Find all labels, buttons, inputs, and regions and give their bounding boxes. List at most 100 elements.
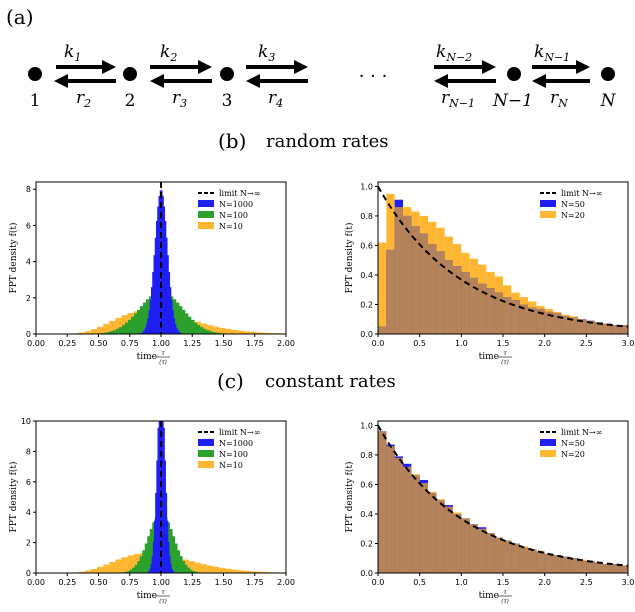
- bar-n-100: [179, 306, 183, 334]
- bar-n-100: [194, 322, 198, 334]
- bar-n-1000: [157, 206, 159, 334]
- bar-n-100: [209, 331, 213, 334]
- bar-overlap: [469, 524, 478, 573]
- x-tick-label: 1.00: [152, 578, 170, 587]
- bar-overlap: [378, 431, 387, 573]
- bar-n-100: [119, 327, 123, 334]
- bar-overlap: [419, 482, 428, 573]
- x-axis-fraction-denominator: ⟨τ⟩: [501, 598, 509, 605]
- bar-overlap: [503, 297, 512, 334]
- bar-overlap: [561, 316, 570, 334]
- x-axis-fraction-denominator: ⟨τ⟩: [159, 598, 167, 605]
- bar-overlap: [436, 251, 445, 334]
- x-tick-label: 0.25: [58, 578, 76, 587]
- bar-overlap: [461, 272, 470, 334]
- bar-n-10: [121, 315, 128, 334]
- bar-n-1000: [148, 571, 150, 573]
- bar-n-10: [261, 571, 269, 573]
- bar-n-10: [97, 566, 104, 573]
- rate-r3: r3: [172, 88, 187, 110]
- y-tick-label: 10: [21, 417, 31, 426]
- bar-overlap: [603, 564, 612, 573]
- rate-k2: k2: [160, 42, 177, 64]
- x-axis-fraction-numerator: τ: [161, 589, 165, 596]
- bar-n-1000: [141, 332, 143, 334]
- plot-area: [378, 185, 628, 334]
- bar-overlap: [519, 304, 528, 334]
- bar-overlap: [578, 319, 587, 334]
- bar-n-1000: [172, 571, 175, 573]
- bar-n-100: [132, 567, 136, 573]
- bar-overlap: [394, 457, 403, 573]
- bar-overlap: [403, 215, 412, 334]
- forward-arrow-2: [150, 60, 212, 74]
- x-tick-label: 0.0: [372, 578, 385, 587]
- bar-n-10: [206, 565, 214, 573]
- bar-overlap: [378, 326, 387, 334]
- plot-area: [378, 424, 628, 573]
- bar-n-100: [169, 528, 173, 573]
- x-tick-label: 2.0: [538, 578, 551, 587]
- reaction-chain-diagram: 1 2 3 N−1 N · · ·: [28, 42, 617, 111]
- bar-n-1000: [168, 541, 170, 573]
- y-tick-label: 1.0: [360, 182, 373, 191]
- legend-swatch: [198, 439, 214, 446]
- panel-c-label: (c): [217, 369, 244, 393]
- bar-overlap: [444, 260, 453, 334]
- x-tick-label: 0.50: [90, 578, 108, 587]
- x-axis-label: time: [137, 591, 157, 601]
- legend-swatch: [198, 200, 214, 207]
- bar-n-10: [127, 555, 134, 573]
- bar-n-100: [173, 299, 177, 334]
- y-tick-label: 0.6: [360, 480, 373, 489]
- bar-overlap: [494, 537, 503, 573]
- bar-n-1000: [149, 568, 151, 573]
- bar-overlap: [453, 513, 462, 573]
- x-tick-label: 2.5: [580, 578, 593, 587]
- bar-n-10: [84, 570, 92, 573]
- bar-overlap: [569, 558, 578, 573]
- limit-curve: [378, 185, 628, 328]
- bar-overlap: [411, 475, 420, 573]
- rate-r-n-minus-1: rN−1: [441, 88, 475, 110]
- legend-label: limit N→∞: [561, 189, 602, 198]
- x-tick-label: 1.50: [215, 578, 233, 587]
- legend-swatch: [540, 439, 556, 446]
- bar-n-100: [104, 332, 108, 334]
- bar-n-10: [200, 323, 208, 334]
- y-tick-label: 0.8: [360, 212, 373, 221]
- backward-arrow-1: [54, 74, 116, 88]
- bar-n-1000: [172, 310, 174, 334]
- bar-n-100: [206, 330, 210, 334]
- x-tick-label: 1.0: [455, 578, 468, 587]
- x-tick-label: 2.00: [277, 339, 295, 348]
- bar-n-1000: [156, 460, 158, 573]
- bar-n-1000: [164, 220, 167, 334]
- bar-overlap: [553, 555, 562, 573]
- bar-n-10: [231, 569, 238, 573]
- bar-n-10: [194, 562, 201, 573]
- bar-overlap: [611, 325, 620, 334]
- bar-n-1000: [176, 327, 178, 334]
- bar-overlap: [578, 561, 587, 573]
- legend-label: N=20: [561, 211, 585, 220]
- legend-swatch: [198, 211, 214, 218]
- y-tick-label: 0.0: [360, 330, 373, 339]
- node-label-n-minus-1: N−1: [492, 91, 533, 111]
- bar-n-1000: [164, 460, 166, 573]
- bar-n-100: [189, 569, 193, 573]
- bar-n-100: [122, 325, 126, 334]
- y-tick-label: 6: [26, 221, 31, 230]
- bar-n-10: [91, 568, 98, 573]
- y-tick-label: 2: [26, 539, 31, 548]
- bar-n-100: [125, 322, 129, 334]
- legend-label: limit N→∞: [219, 189, 260, 198]
- legend-swatch: [540, 450, 556, 457]
- chain-node-n: [601, 67, 615, 81]
- bar-n-100: [134, 564, 138, 573]
- bar-n-10: [103, 323, 110, 334]
- bar-overlap: [386, 446, 395, 573]
- bar-n-10: [212, 326, 220, 334]
- forward-arrow-n-minus-2: [434, 60, 496, 74]
- panel-a-label: (a): [6, 5, 34, 29]
